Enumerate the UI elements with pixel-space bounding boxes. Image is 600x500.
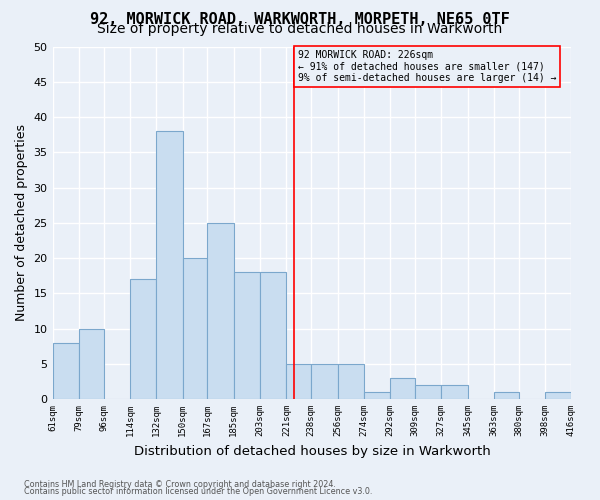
Bar [234,272,260,399]
Bar [338,364,364,399]
Bar [545,392,571,399]
Bar [182,258,208,399]
Bar [208,223,234,399]
X-axis label: Distribution of detached houses by size in Warkworth: Distribution of detached houses by size … [134,444,490,458]
Y-axis label: Number of detached properties: Number of detached properties [15,124,28,322]
Bar [157,131,182,399]
Text: 92 MORWICK ROAD: 226sqm
← 91% of detached houses are smaller (147)
9% of semi-de: 92 MORWICK ROAD: 226sqm ← 91% of detache… [298,50,557,83]
Bar [130,279,157,399]
Bar [494,392,519,399]
Bar [311,364,338,399]
Text: Size of property relative to detached houses in Warkworth: Size of property relative to detached ho… [97,22,503,36]
Bar [390,378,415,399]
Text: Contains public sector information licensed under the Open Government Licence v3: Contains public sector information licen… [24,487,373,496]
Bar [260,272,286,399]
Bar [53,342,79,399]
Text: Contains HM Land Registry data © Crown copyright and database right 2024.: Contains HM Land Registry data © Crown c… [24,480,336,489]
Bar [79,328,104,399]
Bar [286,364,311,399]
Bar [364,392,390,399]
Text: 92, MORWICK ROAD, WARKWORTH, MORPETH, NE65 0TF: 92, MORWICK ROAD, WARKWORTH, MORPETH, NE… [90,12,510,26]
Bar [442,385,467,399]
Bar [415,385,442,399]
